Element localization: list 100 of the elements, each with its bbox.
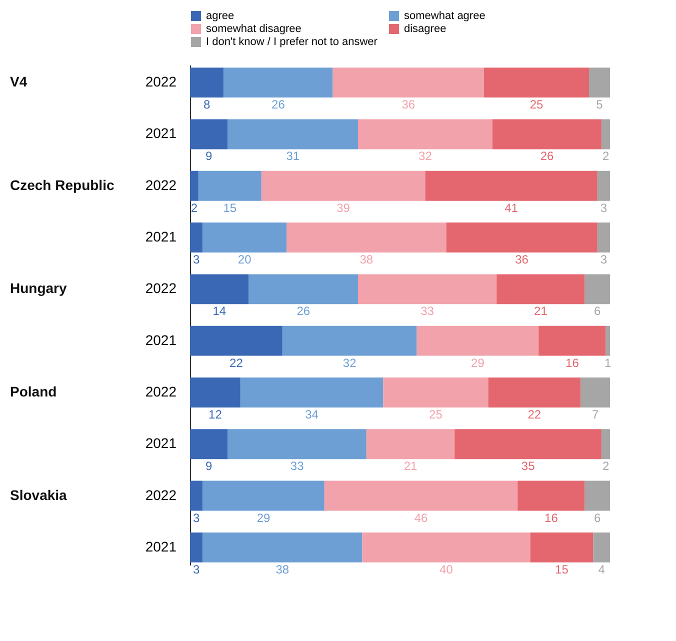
bar	[190, 68, 224, 98]
data-label: 21	[404, 459, 418, 474]
data-label: 14	[212, 304, 226, 318]
data-label: 25	[530, 98, 544, 112]
legend-label: somewhat agree	[404, 10, 486, 22]
bar	[324, 480, 518, 511]
y-tick-label: 2021	[145, 435, 177, 452]
legend-label: I don't know / I prefer not to answer	[206, 36, 378, 48]
data-label: 3	[600, 252, 608, 267]
bar	[286, 222, 446, 252]
legend-label: disagree	[404, 23, 446, 35]
bar	[538, 326, 606, 356]
data-label: 3	[192, 252, 200, 267]
bar	[593, 532, 610, 562]
bar	[597, 222, 610, 252]
data-label: 25	[429, 407, 443, 422]
y-tick-label: 2022	[145, 176, 177, 193]
data-label: 5	[596, 98, 604, 112]
data-label: 35	[521, 459, 536, 474]
bar	[190, 274, 249, 304]
data-label: 20	[238, 252, 252, 267]
y-tick-label: 2021	[145, 332, 177, 348]
text: V4	[10, 74, 28, 90]
bar	[358, 274, 497, 304]
y-tick-label: 2021	[145, 538, 177, 554]
bar	[366, 429, 455, 460]
data-label: 12	[208, 407, 222, 422]
data-label: 15	[555, 562, 569, 576]
data-label: 16	[566, 356, 580, 370]
data-label: 15	[223, 200, 237, 215]
bar	[606, 326, 610, 356]
y-tick-label: 2022	[145, 486, 177, 503]
data-label: 36	[402, 98, 416, 112]
y-tick-label: 2021	[145, 228, 177, 245]
bar	[425, 170, 598, 201]
data-label: 9	[206, 459, 213, 474]
bar	[228, 429, 366, 460]
bar	[362, 532, 530, 562]
bar	[484, 68, 589, 98]
bar	[602, 429, 610, 460]
data-label: 22	[230, 356, 244, 370]
data-label: 38	[276, 562, 290, 576]
text: Czech Republic	[10, 176, 114, 193]
data-label: 3	[192, 562, 200, 576]
bar	[190, 119, 228, 150]
bar	[190, 222, 203, 252]
bar	[446, 222, 598, 252]
bar	[282, 326, 417, 356]
legend-label: agree	[206, 10, 234, 22]
data-label: 3	[192, 510, 200, 525]
bar	[584, 274, 610, 304]
bar	[488, 378, 581, 408]
bar	[261, 170, 426, 201]
bar	[597, 170, 610, 201]
data-label: 38	[360, 252, 374, 267]
bar	[584, 480, 610, 511]
bar	[580, 378, 610, 408]
data-label: 2	[602, 149, 610, 164]
bar	[228, 119, 358, 150]
data-label: 39	[336, 200, 350, 215]
bar	[202, 532, 362, 562]
bar	[602, 119, 610, 150]
bar	[248, 274, 358, 304]
data-label: 46	[414, 510, 428, 525]
bar	[416, 326, 539, 356]
bar	[190, 170, 198, 201]
data-label: 6	[594, 304, 602, 318]
bar	[518, 480, 585, 511]
bar	[454, 429, 602, 460]
bar	[202, 480, 324, 511]
bar	[190, 326, 282, 356]
data-label: 7	[592, 407, 599, 422]
bar	[190, 378, 240, 408]
data-label: 6	[594, 510, 602, 525]
y-tick-label: 2022	[145, 280, 177, 296]
bar	[190, 480, 203, 511]
y-tick-label: 2022	[145, 74, 177, 90]
data-label: 41	[504, 200, 518, 215]
bar	[496, 274, 585, 304]
data-label: 29	[256, 510, 270, 525]
data-label: 1	[604, 356, 612, 370]
data-label: 36	[515, 252, 529, 267]
data-label: 34	[305, 407, 319, 422]
data-label: 21	[534, 304, 548, 318]
bar	[332, 68, 484, 98]
y-tick-label: 2022	[145, 383, 177, 400]
data-label: 8	[203, 98, 210, 112]
data-label: 2	[602, 459, 610, 474]
data-label: 26	[296, 304, 310, 318]
bar	[190, 532, 203, 562]
data-label: 16	[544, 510, 558, 525]
text: Hungary	[10, 280, 67, 296]
y-tick-label: 2021	[145, 125, 177, 142]
data-label: 2	[190, 200, 198, 215]
data-label: 32	[342, 356, 357, 370]
data-label: 9	[206, 149, 213, 164]
data-label: 29	[471, 356, 485, 370]
bar	[198, 170, 262, 201]
data-label: 40	[440, 562, 454, 576]
text: Slovakia	[10, 486, 68, 503]
